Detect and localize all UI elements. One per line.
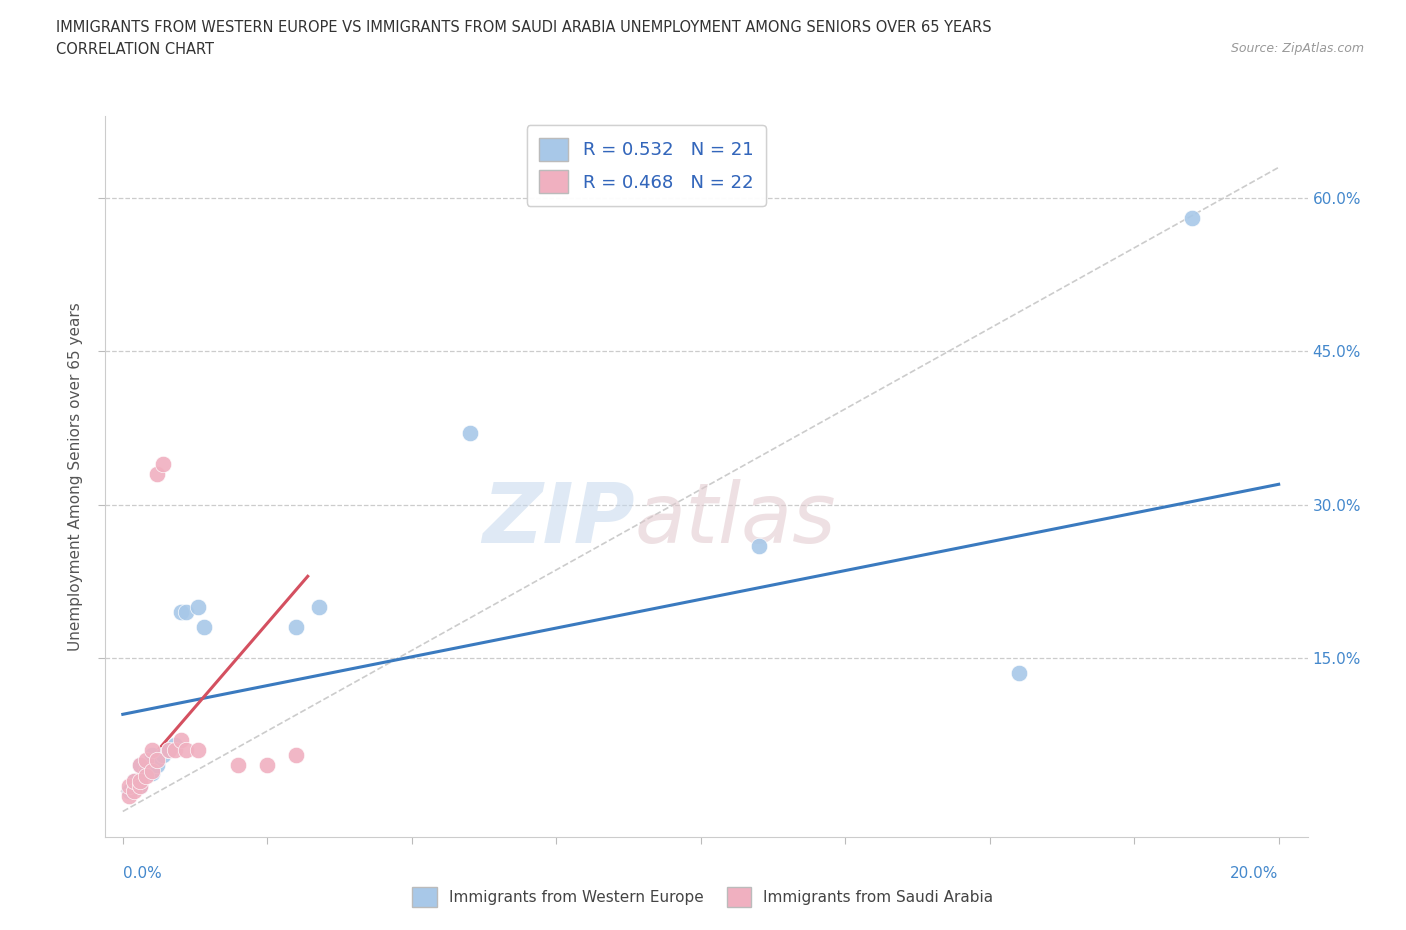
- Legend: R = 0.532   N = 21, R = 0.468   N = 22: R = 0.532 N = 21, R = 0.468 N = 22: [527, 126, 766, 206]
- Point: [458, 426, 481, 441]
- Point: [163, 737, 186, 752]
- Text: 20.0%: 20.0%: [1230, 866, 1278, 881]
- Point: [163, 743, 186, 758]
- Point: [157, 743, 180, 758]
- Point: [169, 604, 191, 619]
- Point: [124, 784, 146, 799]
- Point: [308, 600, 330, 615]
- Point: [187, 743, 209, 758]
- Point: [129, 778, 152, 793]
- Point: [193, 620, 215, 635]
- Text: ZIP: ZIP: [482, 479, 634, 561]
- Point: [141, 743, 163, 758]
- Point: [117, 778, 139, 793]
- Point: [141, 748, 163, 763]
- Point: [256, 758, 278, 773]
- Text: atlas: atlas: [634, 479, 837, 561]
- Point: [117, 789, 139, 804]
- Point: [141, 764, 163, 778]
- Text: CORRELATION CHART: CORRELATION CHART: [56, 42, 214, 57]
- Point: [141, 765, 163, 780]
- Point: [228, 758, 250, 773]
- Point: [117, 784, 139, 799]
- Point: [152, 748, 174, 763]
- Point: [1007, 666, 1029, 681]
- Point: [129, 778, 152, 793]
- Point: [285, 620, 308, 635]
- Point: [176, 743, 198, 758]
- Text: IMMIGRANTS FROM WESTERN EUROPE VS IMMIGRANTS FROM SAUDI ARABIA UNEMPLOYMENT AMON: IMMIGRANTS FROM WESTERN EUROPE VS IMMIGR…: [56, 20, 991, 35]
- Point: [129, 758, 152, 773]
- Point: [176, 604, 198, 619]
- Point: [285, 748, 308, 763]
- Point: [187, 600, 209, 615]
- Point: [146, 758, 169, 773]
- Y-axis label: Unemployment Among Seniors over 65 years: Unemployment Among Seniors over 65 years: [67, 302, 83, 651]
- Point: [135, 768, 157, 783]
- Point: [146, 753, 169, 768]
- Point: [152, 457, 174, 472]
- Point: [135, 753, 157, 768]
- Legend: Immigrants from Western Europe, Immigrants from Saudi Arabia: Immigrants from Western Europe, Immigran…: [406, 882, 1000, 913]
- Point: [146, 467, 169, 482]
- Point: [124, 774, 146, 789]
- Point: [129, 758, 152, 773]
- Point: [169, 733, 191, 748]
- Point: [157, 743, 180, 758]
- Text: Source: ZipAtlas.com: Source: ZipAtlas.com: [1230, 42, 1364, 55]
- Point: [1181, 211, 1204, 226]
- Text: 0.0%: 0.0%: [122, 866, 162, 881]
- Point: [124, 774, 146, 789]
- Point: [129, 774, 152, 789]
- Point: [747, 538, 769, 553]
- Point: [135, 764, 157, 778]
